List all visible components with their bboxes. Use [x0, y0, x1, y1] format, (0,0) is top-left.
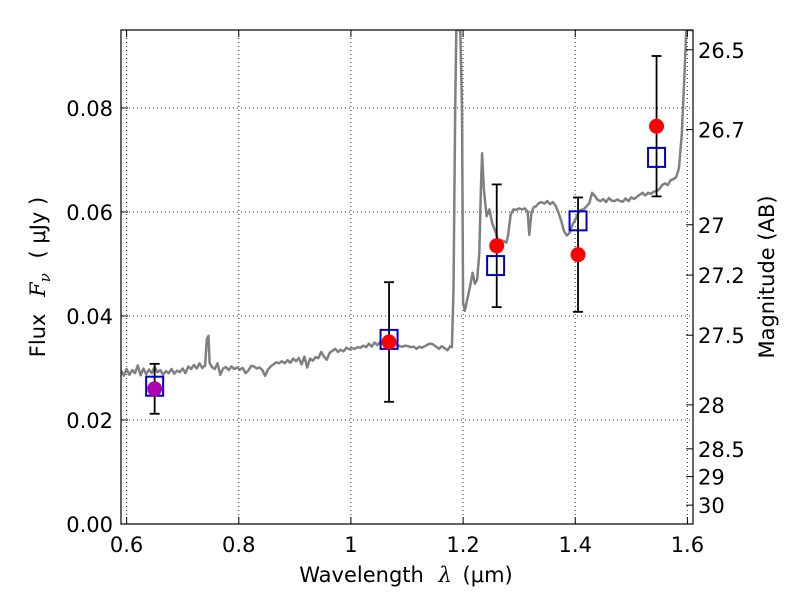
- data-square: [568, 210, 588, 232]
- data-square: [486, 255, 506, 277]
- error-bars: [149, 55, 662, 415]
- y-tick-label: 0.04: [66, 305, 113, 329]
- square-markers: [145, 146, 667, 397]
- y-tick-label: 0.00: [66, 513, 113, 537]
- y2-tick-label: 26.5: [698, 39, 745, 63]
- data-circle: [649, 118, 665, 134]
- y-axis-label: Flux Fν ( μJy ): [26, 197, 55, 357]
- y2-tick-label: 27.5: [698, 324, 745, 348]
- y-tick-label: 0.08: [66, 97, 113, 121]
- y2-tick-label: 26.7: [698, 119, 745, 143]
- x-tick-label: 1.4: [559, 533, 592, 557]
- data-circle: [489, 238, 505, 254]
- axis-ticks: [121, 30, 693, 525]
- grid: [121, 30, 693, 525]
- spectrum-line: [121, 30, 693, 378]
- data-circle: [570, 247, 586, 263]
- y2-tick-label: 27.2: [698, 264, 745, 288]
- plot-frame: [120, 29, 694, 525]
- y2-axis-label: Magnitude (AB): [755, 195, 779, 358]
- y2-tick-label: 28: [698, 394, 725, 418]
- data-square: [647, 146, 667, 168]
- x-axis-label: Wavelength λ (μm): [299, 563, 512, 587]
- data-circle: [147, 381, 163, 397]
- x-tick-label: 1.2: [446, 533, 479, 557]
- x-tick-label: 1.6: [671, 533, 704, 557]
- x-tick-label: 1: [344, 533, 357, 557]
- y2-tick-label: 30: [698, 494, 725, 518]
- y-tick-label: 0.06: [66, 201, 113, 225]
- x-tick-label: 0.6: [110, 533, 143, 557]
- circle-markers: [147, 118, 665, 397]
- y2-tick-label: 27: [698, 214, 725, 238]
- data-circle: [381, 334, 397, 350]
- x-tick-label: 0.8: [222, 533, 255, 557]
- tick-labels: 0.6 0.8 1 1.2 1.4 1.6 0.00 0.02 0.04 0.06 0.08 26.5…: [66, 39, 745, 557]
- model-spectrum: [121, 30, 693, 378]
- y2-tick-label: 29: [698, 466, 725, 490]
- y-tick-label: 0.02: [66, 409, 113, 433]
- y2-tick-label: 28.5: [698, 438, 745, 462]
